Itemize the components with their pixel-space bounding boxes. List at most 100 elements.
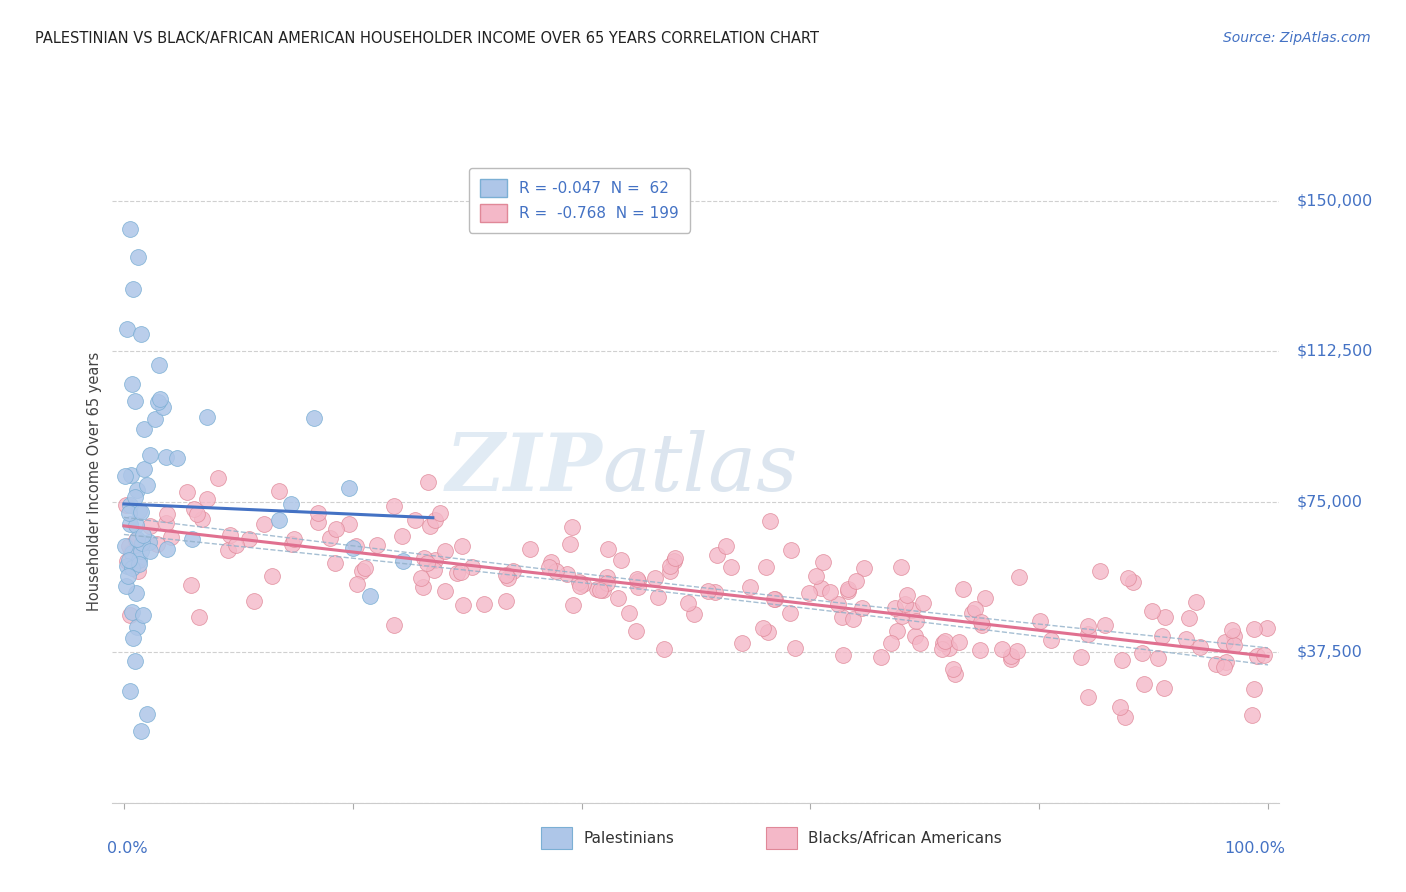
- Point: [1205, 657, 1227, 671]
- Point: [128, 504, 150, 518]
- Point: [129, 723, 152, 738]
- Point: [783, 640, 806, 655]
- Point: [626, 572, 648, 586]
- Point: [242, 593, 264, 607]
- Point: [346, 576, 368, 591]
- Point: [562, 599, 585, 613]
- Point: [991, 642, 1014, 657]
- Point: [146, 537, 169, 551]
- Text: $37,500: $37,500: [1296, 645, 1362, 660]
- Point: [659, 564, 682, 578]
- Point: [155, 516, 177, 530]
- Point: [1132, 676, 1154, 690]
- Point: [195, 409, 218, 424]
- Point: [779, 606, 801, 620]
- Point: [186, 507, 208, 521]
- Point: [118, 506, 141, 520]
- Point: [759, 514, 782, 528]
- Point: [831, 609, 853, 624]
- Point: [496, 571, 519, 585]
- Point: [416, 557, 439, 571]
- Legend: R = -0.047  N =  62, R =  -0.768  N = 199: R = -0.047 N = 62, R = -0.768 N = 199: [468, 169, 690, 233]
- Point: [683, 607, 706, 621]
- Point: [434, 584, 457, 599]
- Point: [121, 606, 143, 620]
- Point: [811, 555, 834, 569]
- Point: [132, 421, 155, 435]
- Point: [115, 554, 138, 568]
- Point: [1223, 639, 1246, 653]
- Point: [934, 634, 956, 648]
- Point: [969, 643, 991, 657]
- Point: [127, 532, 149, 546]
- Point: [1090, 564, 1112, 578]
- Point: [1153, 609, 1175, 624]
- Point: [269, 483, 291, 498]
- Point: [145, 412, 167, 426]
- Point: [1007, 570, 1029, 584]
- Point: [423, 563, 446, 577]
- Point: [537, 560, 560, 574]
- Point: [942, 661, 965, 675]
- Point: [281, 536, 304, 550]
- Point: [779, 542, 801, 557]
- Point: [1000, 649, 1022, 664]
- Point: [195, 491, 218, 506]
- Point: [890, 608, 912, 623]
- Point: [592, 583, 614, 598]
- Point: [267, 513, 290, 527]
- Point: [1108, 699, 1130, 714]
- Point: [392, 554, 415, 568]
- Point: [160, 531, 183, 545]
- Point: [118, 553, 141, 567]
- Point: [425, 513, 447, 527]
- Point: [125, 517, 148, 532]
- Point: [932, 636, 955, 650]
- Point: [416, 475, 439, 489]
- Point: [755, 560, 778, 574]
- Point: [121, 376, 143, 391]
- Point: [139, 448, 162, 462]
- Point: [837, 582, 859, 596]
- Point: [451, 598, 474, 612]
- Point: [117, 568, 139, 582]
- Point: [425, 553, 447, 567]
- Point: [139, 519, 162, 533]
- Point: [596, 541, 619, 556]
- Point: [586, 582, 609, 596]
- Point: [827, 597, 849, 611]
- Point: [1040, 633, 1063, 648]
- Point: [495, 568, 517, 582]
- Point: [409, 572, 432, 586]
- Point: [1243, 622, 1265, 636]
- Point: [845, 574, 868, 589]
- Point: [127, 250, 149, 264]
- Point: [283, 532, 305, 546]
- Point: [662, 554, 685, 568]
- Point: [120, 467, 142, 482]
- Text: $112,500: $112,500: [1296, 343, 1374, 359]
- Point: [659, 558, 682, 573]
- Point: [1152, 629, 1174, 643]
- Point: [606, 591, 628, 605]
- Point: [114, 469, 136, 483]
- Point: [879, 636, 901, 650]
- Point: [706, 548, 728, 562]
- Point: [238, 532, 260, 546]
- Point: [886, 624, 908, 638]
- Point: [307, 506, 329, 520]
- Point: [596, 569, 619, 583]
- Point: [1185, 595, 1208, 609]
- Point: [132, 608, 155, 623]
- Point: [1147, 650, 1170, 665]
- Point: [963, 601, 986, 615]
- Text: Blacks/African Americans: Blacks/African Americans: [808, 830, 1002, 846]
- Point: [818, 585, 841, 599]
- Point: [183, 501, 205, 516]
- Point: [219, 527, 242, 541]
- Point: [1029, 614, 1052, 628]
- Point: [619, 606, 641, 620]
- Point: [1246, 649, 1268, 664]
- Point: [129, 327, 152, 342]
- Point: [1077, 627, 1099, 641]
